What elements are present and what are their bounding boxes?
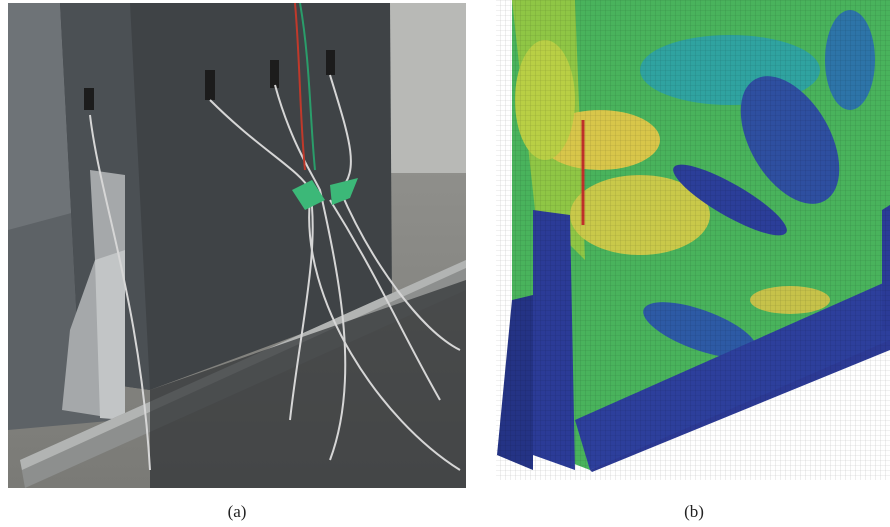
panel-label: (a)	[228, 502, 247, 521]
panel-label: (b)	[684, 502, 704, 521]
fe-model	[496, 0, 890, 480]
photo-test-setup	[8, 3, 466, 488]
figure: (a) (b)	[0, 0, 890, 527]
figure-page: (a) (b)	[0, 0, 890, 527]
